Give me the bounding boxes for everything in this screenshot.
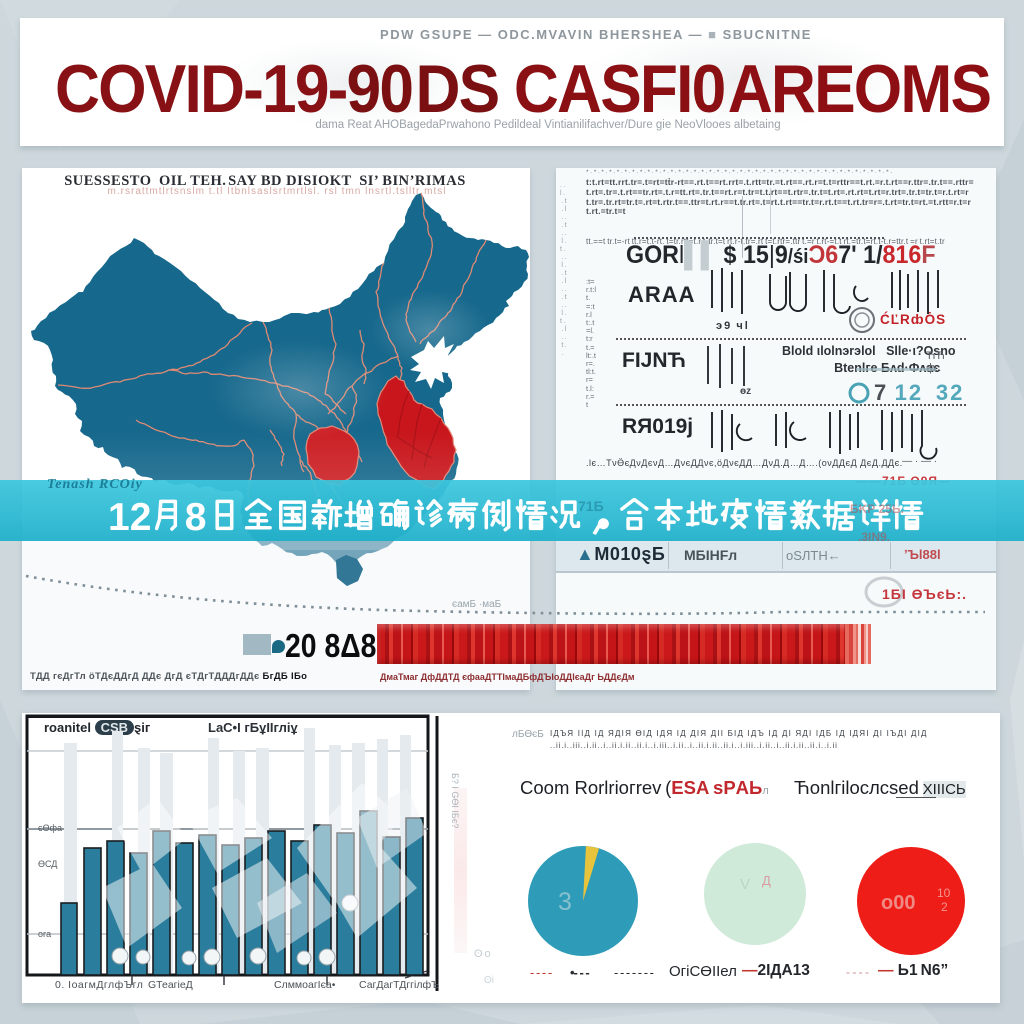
svg-text:2: 2 <box>941 900 948 914</box>
svg-text:о00: о00 <box>881 892 915 914</box>
svg-text:V: V <box>740 876 750 893</box>
svg-text:8: 8 <box>185 498 207 538</box>
svg-text:10: 10 <box>937 886 951 900</box>
svg-text:3: 3 <box>558 888 572 916</box>
svg-text:Д: Д <box>762 873 771 888</box>
svg-text:12: 12 <box>108 498 151 538</box>
